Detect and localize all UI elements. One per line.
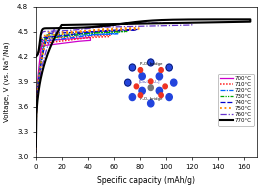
Y-axis label: Voltage, V (vs. Na⁺/Na): Voltage, V (vs. Na⁺/Na) bbox=[4, 41, 11, 122]
Legend: 700°C, 710°C, 720°C, 730°C, 740°C, 750°C, 760°C, 770°C: 700°C, 710°C, 720°C, 730°C, 740°C, 750°C… bbox=[218, 74, 254, 126]
X-axis label: Specific capacity (mAh/g): Specific capacity (mAh/g) bbox=[97, 176, 195, 185]
